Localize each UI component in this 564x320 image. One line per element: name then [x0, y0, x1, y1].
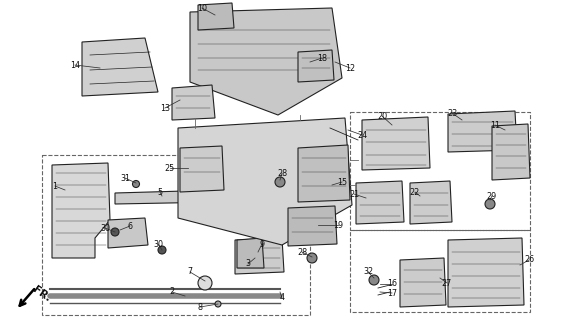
Text: 14: 14 [70, 60, 80, 69]
Text: 27: 27 [442, 278, 452, 287]
Text: 7: 7 [187, 268, 192, 276]
Circle shape [111, 228, 119, 236]
Polygon shape [115, 190, 222, 204]
Text: 26: 26 [524, 255, 534, 265]
Text: 5: 5 [157, 188, 162, 196]
Text: 29: 29 [487, 191, 497, 201]
Polygon shape [410, 181, 452, 224]
Text: 13: 13 [160, 103, 170, 113]
Polygon shape [298, 50, 334, 82]
Text: 3: 3 [245, 260, 250, 268]
Circle shape [133, 180, 139, 188]
Circle shape [275, 177, 285, 187]
Text: 28: 28 [277, 169, 287, 178]
Text: 24: 24 [357, 131, 367, 140]
Polygon shape [172, 85, 215, 120]
Text: 8: 8 [197, 302, 202, 311]
Text: 20: 20 [377, 111, 387, 121]
Text: 22: 22 [410, 188, 420, 196]
Text: 19: 19 [333, 220, 343, 229]
Polygon shape [198, 3, 234, 30]
Polygon shape [235, 238, 284, 274]
Text: FR.: FR. [31, 284, 53, 304]
Polygon shape [400, 258, 446, 307]
Text: 12: 12 [345, 63, 355, 73]
Text: 4: 4 [280, 293, 284, 302]
Polygon shape [356, 181, 404, 224]
Text: 1: 1 [52, 181, 58, 190]
Text: 21: 21 [349, 189, 359, 198]
Circle shape [369, 275, 379, 285]
Text: 6: 6 [127, 221, 133, 230]
Text: 16: 16 [387, 279, 397, 289]
Circle shape [215, 301, 221, 307]
Polygon shape [298, 145, 350, 202]
Polygon shape [448, 238, 524, 307]
Polygon shape [52, 163, 110, 258]
Polygon shape [288, 206, 337, 246]
Text: 15: 15 [337, 178, 347, 187]
Polygon shape [82, 38, 158, 96]
Text: 17: 17 [387, 289, 397, 298]
Text: 30: 30 [153, 239, 163, 249]
Text: 31: 31 [120, 173, 130, 182]
Circle shape [307, 253, 317, 263]
Circle shape [198, 276, 212, 290]
Text: 25: 25 [165, 164, 175, 172]
Polygon shape [237, 238, 264, 268]
Circle shape [158, 246, 166, 254]
Text: 11: 11 [490, 121, 500, 130]
Polygon shape [190, 8, 342, 115]
Polygon shape [492, 124, 530, 180]
Text: 10: 10 [197, 4, 207, 12]
Polygon shape [178, 118, 352, 245]
Text: 18: 18 [317, 53, 327, 62]
Circle shape [485, 199, 495, 209]
Text: 2: 2 [169, 287, 175, 297]
Text: 32: 32 [363, 268, 373, 276]
Text: 23: 23 [447, 108, 457, 117]
Text: 28: 28 [297, 247, 307, 257]
Text: 9: 9 [259, 239, 265, 249]
Polygon shape [362, 117, 430, 170]
Polygon shape [180, 146, 224, 192]
Polygon shape [108, 218, 148, 248]
Text: 30: 30 [100, 223, 110, 233]
Polygon shape [448, 111, 517, 152]
